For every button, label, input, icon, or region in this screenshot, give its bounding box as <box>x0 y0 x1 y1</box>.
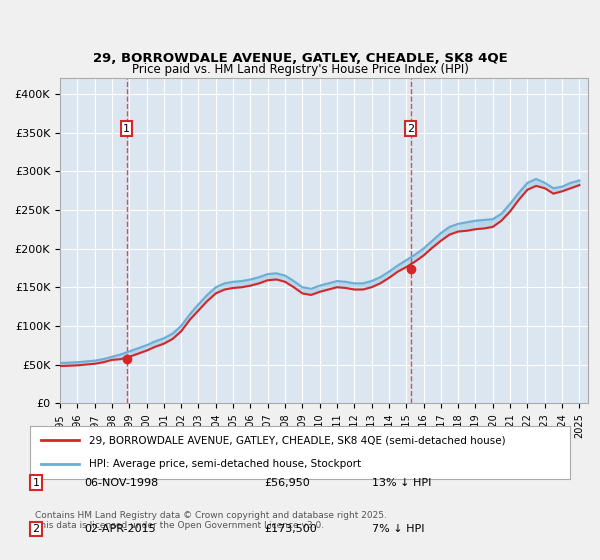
Text: 13% ↓ HPI: 13% ↓ HPI <box>372 478 431 488</box>
Text: 1: 1 <box>32 478 40 488</box>
Text: 2: 2 <box>32 524 40 534</box>
Text: Price paid vs. HM Land Registry's House Price Index (HPI): Price paid vs. HM Land Registry's House … <box>131 63 469 77</box>
Text: 1: 1 <box>123 124 130 134</box>
Text: 06-NOV-1998: 06-NOV-1998 <box>84 478 158 488</box>
Text: HPI: Average price, semi-detached house, Stockport: HPI: Average price, semi-detached house,… <box>89 459 362 469</box>
Text: £56,950: £56,950 <box>264 478 310 488</box>
Text: £173,500: £173,500 <box>264 524 317 534</box>
Text: 7% ↓ HPI: 7% ↓ HPI <box>372 524 425 534</box>
Text: 29, BORROWDALE AVENUE, GATLEY, CHEADLE, SK8 4QE: 29, BORROWDALE AVENUE, GATLEY, CHEADLE, … <box>92 52 508 66</box>
Text: 29, BORROWDALE AVENUE, GATLEY, CHEADLE, SK8 4QE (semi-detached house): 29, BORROWDALE AVENUE, GATLEY, CHEADLE, … <box>89 436 506 446</box>
Text: Contains HM Land Registry data © Crown copyright and database right 2025.
This d: Contains HM Land Registry data © Crown c… <box>35 511 387 530</box>
Text: 02-APR-2015: 02-APR-2015 <box>84 524 155 534</box>
Text: 2: 2 <box>407 124 414 134</box>
